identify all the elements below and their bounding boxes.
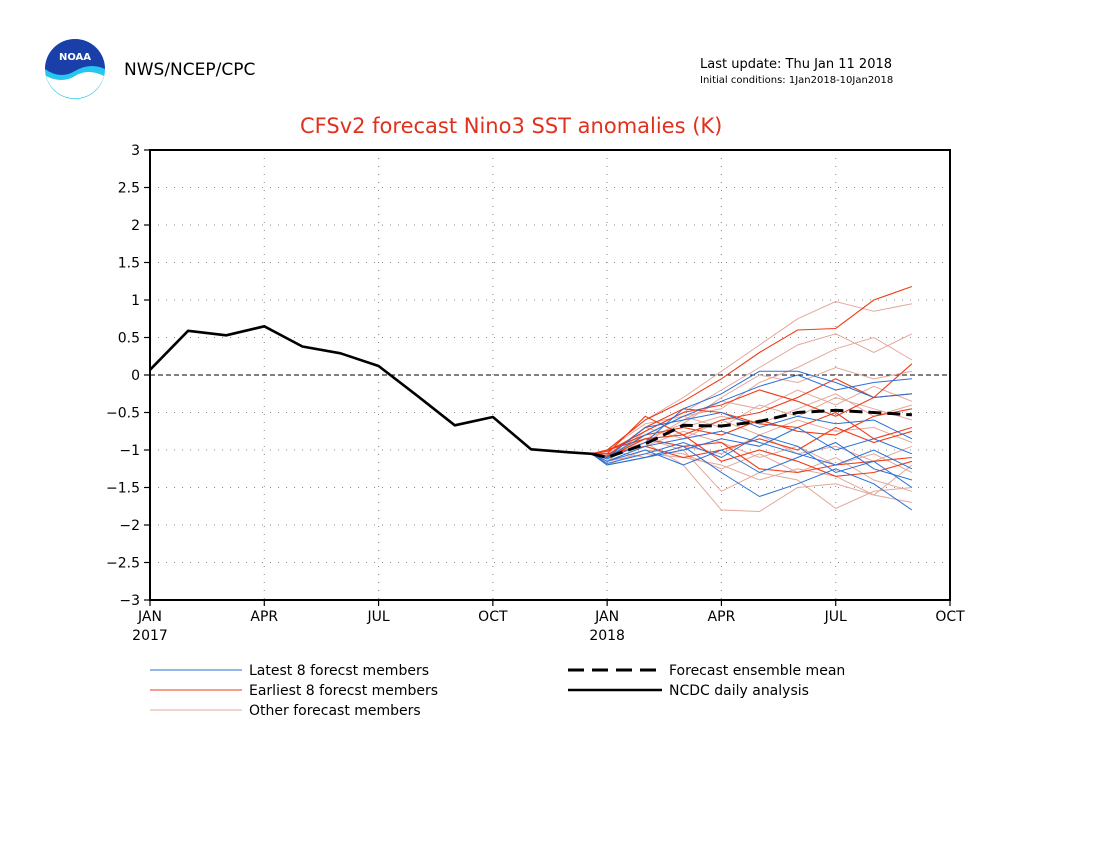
latest-member-line [591,430,913,470]
logo-text: NOAA [59,52,91,63]
y-tick-label: −0.5 [106,406,140,422]
x-tick-label: JAN [594,609,619,625]
y-tick-label: 3 [131,143,140,159]
latest-member-line [591,434,913,488]
legend: Latest 8 forecst members Earliest 8 forec… [150,663,845,719]
x-tick-label: OCT [935,609,965,625]
latest-member-line [591,445,913,511]
analysis-and-mean-layer [149,324,912,460]
x-tick-label: JAN [137,609,162,625]
x-tick-year-label: 2018 [589,628,625,644]
other-member-line [591,336,913,455]
latest-member-line [591,426,913,466]
y-tick-label: 2.5 [118,181,140,197]
y-tick-label: 2 [131,218,140,234]
other-member-line [591,385,913,455]
x-tick-label: APR [708,609,736,625]
legend-label-latest: Latest 8 forecst members [249,663,429,679]
x-tick-label: JUL [366,609,389,625]
last-update-label: Last update: Thu Jan 11 2018 [700,57,893,72]
earliest-members-layer [591,285,913,477]
y-tick-label: −2.5 [106,556,140,572]
y-tick-label: 1.5 [118,256,140,272]
latest-members-layer [591,370,913,511]
other-member-line [591,366,912,457]
y-tick-label: −1 [119,443,140,459]
latest-member-line [591,370,912,460]
legend-label-earliest: Earliest 8 forecst members [249,683,438,699]
grid-layer [150,150,950,600]
legend-label-other: Other forecast members [249,703,421,719]
y-tick-label: 0 [131,368,140,384]
chart-title: CFSv2 forecast Nino3 SST anomalies (K) [300,114,723,138]
axis-layer: 32.521.510.50−0.5−1−1.5−2−2.5−3JAN2017AP… [106,143,965,644]
organization-label: NWS/NCEP/CPC [124,60,256,80]
earliest-member-line [591,426,913,459]
latest-member-line [591,441,913,481]
y-tick-label: −2 [119,518,140,534]
latest-member-line [591,411,913,459]
latest-member-line [591,374,912,459]
initial-conditions-label: Initial conditions: 1Jan2018-10Jan2018 [700,75,894,86]
y-tick-label: −3 [119,593,140,609]
y-tick-label: 0.5 [118,331,140,347]
legend-label-mean: Forecast ensemble mean [669,663,845,679]
x-tick-year-label: 2017 [132,628,168,644]
ncdc-analysis-line [149,324,592,456]
x-tick-label: OCT [478,609,508,625]
ensemble-mean-line [591,408,912,460]
x-tick-label: APR [250,609,278,625]
y-tick-label: −1.5 [106,481,140,497]
earliest-member-line [591,434,913,477]
legend-label-analysis: NCDC daily analysis [669,683,809,699]
earliest-member-line [591,389,912,455]
earliest-member-line [591,363,913,455]
noaa-logo-icon: NOAA [45,39,105,99]
x-tick-label: JUL [824,609,847,625]
y-tick-label: 1 [131,293,140,309]
